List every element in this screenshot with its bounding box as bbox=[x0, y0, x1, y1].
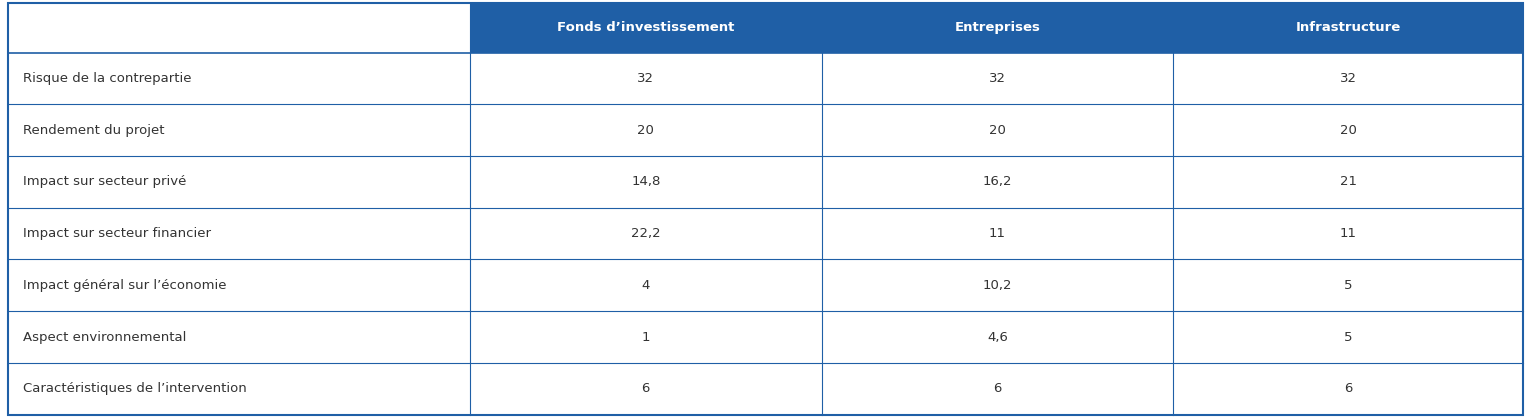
Bar bbox=[822, 363, 1173, 415]
Text: 16,2: 16,2 bbox=[983, 176, 1012, 189]
Text: 4: 4 bbox=[641, 279, 651, 292]
Text: 11: 11 bbox=[1340, 227, 1356, 240]
Bar bbox=[8, 363, 470, 415]
Bar bbox=[470, 260, 822, 311]
Text: 5: 5 bbox=[1344, 331, 1352, 344]
Text: Rendement du projet: Rendement du projet bbox=[23, 124, 164, 137]
Bar bbox=[1173, 104, 1523, 156]
Text: 11: 11 bbox=[989, 227, 1006, 240]
Bar bbox=[822, 156, 1173, 208]
Text: 20: 20 bbox=[637, 124, 654, 137]
Bar bbox=[8, 156, 470, 208]
Text: Caractéristiques de l’intervention: Caractéristiques de l’intervention bbox=[23, 382, 246, 395]
Bar bbox=[8, 3, 470, 53]
Text: 6: 6 bbox=[1344, 382, 1352, 395]
Bar bbox=[470, 311, 822, 363]
Bar bbox=[8, 53, 470, 104]
Bar bbox=[1173, 208, 1523, 260]
Bar bbox=[822, 104, 1173, 156]
Bar bbox=[8, 104, 470, 156]
Bar bbox=[822, 260, 1173, 311]
Text: Aspect environnemental: Aspect environnemental bbox=[23, 331, 187, 344]
Text: Impact sur secteur privé: Impact sur secteur privé bbox=[23, 176, 187, 189]
Bar bbox=[470, 3, 822, 53]
Text: 1: 1 bbox=[641, 331, 651, 344]
Text: 10,2: 10,2 bbox=[983, 279, 1012, 292]
Text: Infrastructure: Infrastructure bbox=[1295, 21, 1401, 34]
Text: Risque de la contrepartie: Risque de la contrepartie bbox=[23, 72, 191, 85]
Text: 20: 20 bbox=[989, 124, 1006, 137]
Bar bbox=[470, 156, 822, 208]
Text: 21: 21 bbox=[1340, 176, 1356, 189]
Text: 6: 6 bbox=[641, 382, 651, 395]
Text: 32: 32 bbox=[637, 72, 654, 85]
Text: 32: 32 bbox=[1340, 72, 1356, 85]
Text: 4,6: 4,6 bbox=[987, 331, 1007, 344]
Text: 20: 20 bbox=[1340, 124, 1356, 137]
Text: 22,2: 22,2 bbox=[631, 227, 660, 240]
Bar bbox=[470, 208, 822, 260]
Bar bbox=[1173, 156, 1523, 208]
Bar bbox=[822, 208, 1173, 260]
Text: 14,8: 14,8 bbox=[631, 176, 660, 189]
Text: Impact sur secteur financier: Impact sur secteur financier bbox=[23, 227, 211, 240]
Text: Fonds d’investissement: Fonds d’investissement bbox=[557, 21, 735, 34]
Text: Entreprises: Entreprises bbox=[954, 21, 1041, 34]
Bar bbox=[8, 311, 470, 363]
Bar bbox=[1173, 363, 1523, 415]
Bar bbox=[822, 53, 1173, 104]
Bar bbox=[470, 53, 822, 104]
Bar bbox=[822, 3, 1173, 53]
Bar bbox=[822, 311, 1173, 363]
Bar bbox=[470, 363, 822, 415]
Bar bbox=[8, 208, 470, 260]
Bar bbox=[470, 104, 822, 156]
Bar bbox=[1173, 53, 1523, 104]
Bar bbox=[8, 260, 470, 311]
Text: 5: 5 bbox=[1344, 279, 1352, 292]
Bar bbox=[1173, 260, 1523, 311]
Bar bbox=[1173, 3, 1523, 53]
Text: 6: 6 bbox=[994, 382, 1001, 395]
Text: Impact général sur l’économie: Impact général sur l’économie bbox=[23, 279, 227, 292]
Text: 32: 32 bbox=[989, 72, 1006, 85]
Bar bbox=[1173, 311, 1523, 363]
